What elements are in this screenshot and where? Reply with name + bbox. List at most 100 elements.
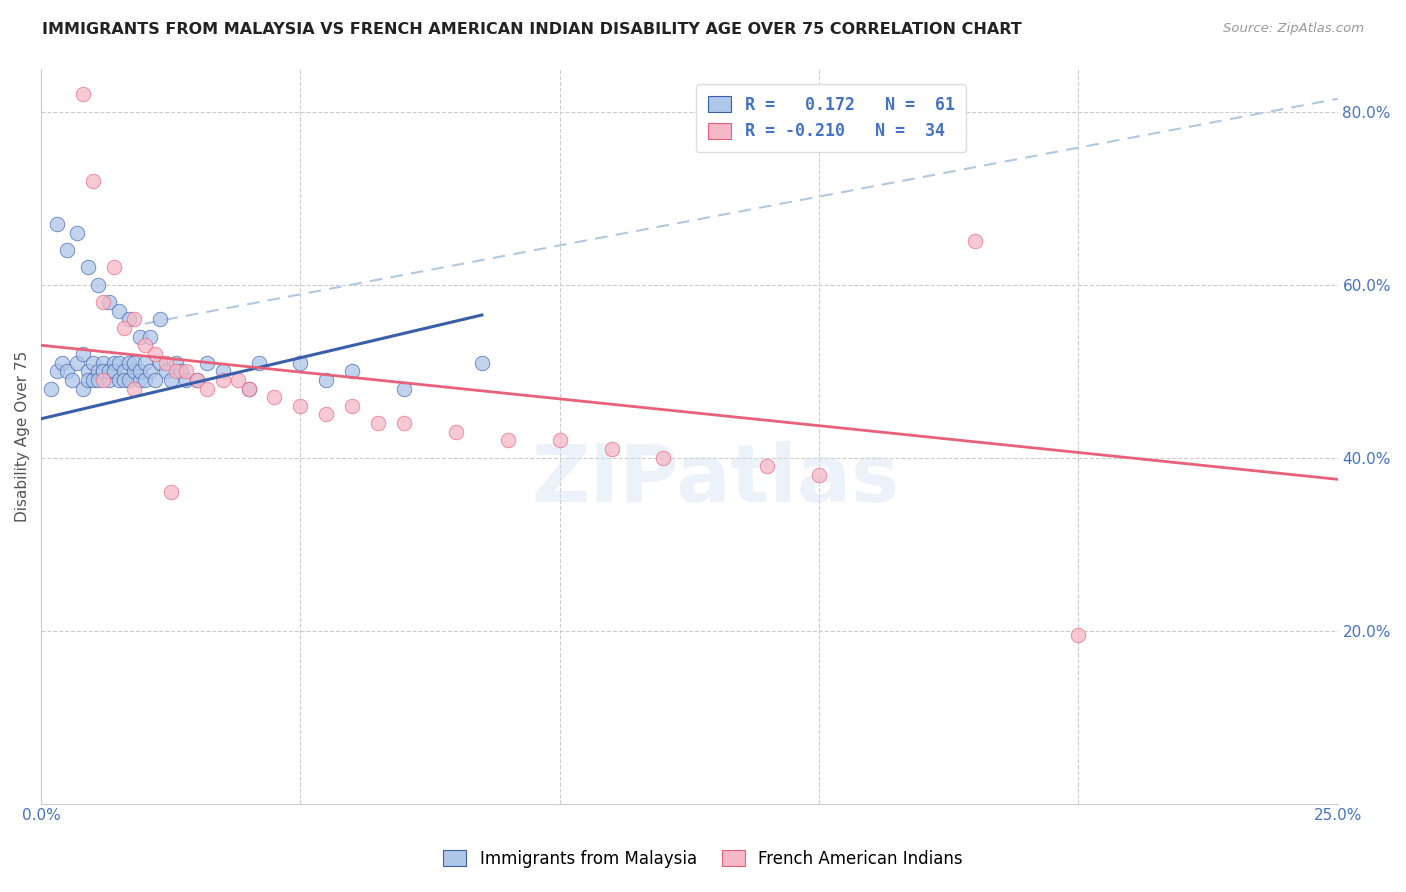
Point bbox=[211, 364, 233, 378]
Point bbox=[652, 450, 675, 465]
Point bbox=[263, 390, 285, 404]
Point bbox=[103, 260, 125, 275]
Point bbox=[112, 364, 135, 378]
Text: IMMIGRANTS FROM MALAYSIA VS FRENCH AMERICAN INDIAN DISABILITY AGE OVER 75 CORREL: IMMIGRANTS FROM MALAYSIA VS FRENCH AMERI… bbox=[42, 22, 1022, 37]
Point bbox=[247, 355, 270, 369]
Point bbox=[97, 373, 120, 387]
Text: Source: ZipAtlas.com: Source: ZipAtlas.com bbox=[1223, 22, 1364, 36]
Point bbox=[134, 355, 156, 369]
Point bbox=[87, 277, 110, 292]
Point bbox=[103, 364, 125, 378]
Point bbox=[82, 174, 104, 188]
Point bbox=[112, 321, 135, 335]
Point bbox=[45, 364, 67, 378]
Point bbox=[51, 355, 73, 369]
Point bbox=[41, 382, 63, 396]
Legend: R =   0.172   N =  61, R = -0.210   N =  34: R = 0.172 N = 61, R = -0.210 N = 34 bbox=[696, 84, 966, 152]
Point bbox=[72, 382, 94, 396]
Point bbox=[149, 312, 172, 326]
Point bbox=[45, 217, 67, 231]
Point bbox=[211, 373, 233, 387]
Point bbox=[82, 373, 104, 387]
Point bbox=[226, 373, 249, 387]
Point bbox=[159, 373, 181, 387]
Point bbox=[128, 364, 150, 378]
Point bbox=[238, 382, 260, 396]
Point bbox=[128, 329, 150, 343]
Point bbox=[124, 312, 146, 326]
Point bbox=[118, 355, 141, 369]
Point bbox=[155, 364, 177, 378]
Point bbox=[1067, 628, 1090, 642]
Point bbox=[124, 382, 146, 396]
Point bbox=[471, 355, 494, 369]
Point bbox=[124, 355, 146, 369]
Point bbox=[87, 373, 110, 387]
Point bbox=[600, 442, 623, 456]
Point bbox=[87, 364, 110, 378]
Point bbox=[392, 416, 415, 430]
Point bbox=[139, 329, 162, 343]
Y-axis label: Disability Age Over 75: Disability Age Over 75 bbox=[15, 351, 30, 522]
Point bbox=[128, 373, 150, 387]
Point bbox=[72, 347, 94, 361]
Point bbox=[56, 243, 79, 257]
Point bbox=[186, 373, 208, 387]
Point bbox=[134, 373, 156, 387]
Point bbox=[118, 312, 141, 326]
Point bbox=[60, 373, 83, 387]
Point bbox=[238, 382, 260, 396]
Point bbox=[93, 355, 115, 369]
Point bbox=[93, 364, 115, 378]
Point bbox=[108, 373, 131, 387]
Point bbox=[290, 399, 312, 413]
Point bbox=[93, 295, 115, 310]
Point bbox=[97, 295, 120, 310]
Text: ZIPatlas: ZIPatlas bbox=[531, 442, 900, 519]
Point bbox=[103, 355, 125, 369]
Point bbox=[342, 364, 364, 378]
Point bbox=[195, 355, 218, 369]
Point bbox=[143, 347, 166, 361]
Point bbox=[139, 364, 162, 378]
Point bbox=[76, 260, 98, 275]
Point bbox=[118, 373, 141, 387]
Point bbox=[97, 364, 120, 378]
Point bbox=[56, 364, 79, 378]
Point bbox=[290, 355, 312, 369]
Point bbox=[195, 382, 218, 396]
Point bbox=[108, 355, 131, 369]
Point bbox=[315, 408, 337, 422]
Point bbox=[82, 355, 104, 369]
Point bbox=[66, 226, 89, 240]
Point bbox=[76, 364, 98, 378]
Point bbox=[186, 373, 208, 387]
Point bbox=[342, 399, 364, 413]
Legend: Immigrants from Malaysia, French American Indians: Immigrants from Malaysia, French America… bbox=[436, 844, 970, 875]
Point bbox=[124, 364, 146, 378]
Point bbox=[149, 355, 172, 369]
Point bbox=[112, 373, 135, 387]
Point bbox=[170, 364, 193, 378]
Point bbox=[756, 459, 779, 474]
Point bbox=[143, 373, 166, 387]
Point bbox=[155, 355, 177, 369]
Point bbox=[392, 382, 415, 396]
Point bbox=[444, 425, 467, 439]
Point bbox=[548, 434, 571, 448]
Point bbox=[72, 87, 94, 102]
Point bbox=[93, 373, 115, 387]
Point bbox=[176, 373, 198, 387]
Point bbox=[165, 355, 187, 369]
Point bbox=[808, 467, 831, 482]
Point bbox=[963, 235, 986, 249]
Point bbox=[176, 364, 198, 378]
Point bbox=[66, 355, 89, 369]
Point bbox=[315, 373, 337, 387]
Point bbox=[165, 364, 187, 378]
Point bbox=[496, 434, 519, 448]
Point bbox=[159, 485, 181, 500]
Point bbox=[134, 338, 156, 352]
Point bbox=[108, 303, 131, 318]
Point bbox=[76, 373, 98, 387]
